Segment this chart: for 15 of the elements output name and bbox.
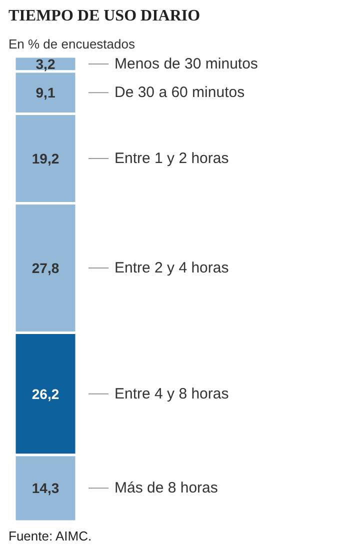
text: Entre 2 y 4 horas <box>114 260 229 277</box>
data-label: 9,1 <box>36 84 56 101</box>
data-label: 14,3 <box>32 480 60 496</box>
text: De 30 a 60 minutos <box>114 84 245 102</box>
chart-title: TIEMPO DE USO DIARIO <box>8 8 200 24</box>
text: Entre 1 y 2 horas <box>114 150 229 168</box>
text: Entre 4 y 8 horas <box>114 385 229 402</box>
chart-subtitle: En % de encuestados <box>8 36 136 52</box>
data-label: 19,2 <box>32 150 60 167</box>
data-label: 26,2 <box>32 386 60 402</box>
data-label: 27,8 <box>32 260 60 276</box>
text: Menos de 30 minutos <box>114 55 258 72</box>
source-note: Fuente: AIMC. <box>8 528 92 544</box>
data-label: 3,2 <box>36 56 56 72</box>
text: Más de 8 horas <box>114 480 218 497</box>
